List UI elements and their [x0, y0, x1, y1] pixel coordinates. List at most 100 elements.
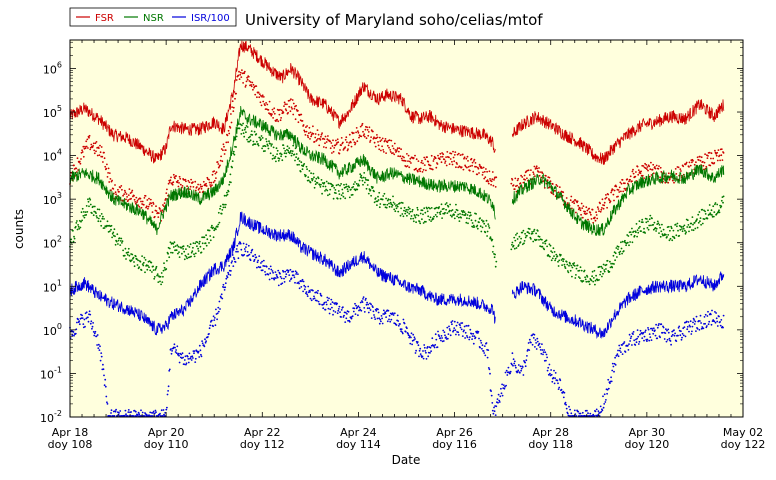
data-point	[473, 335, 476, 337]
data-point	[157, 415, 160, 417]
data-point	[629, 340, 631, 342]
data-point	[152, 410, 155, 413]
data-point	[573, 262, 576, 264]
data-point	[370, 194, 372, 197]
data-point	[586, 276, 589, 278]
data-point	[545, 353, 548, 356]
data-point	[313, 186, 316, 189]
data-point	[329, 140, 332, 143]
data-point	[688, 166, 690, 168]
data-point	[648, 333, 651, 335]
data-point	[230, 270, 232, 272]
data-point	[673, 329, 675, 331]
data-point	[360, 135, 363, 138]
data-point	[235, 79, 238, 81]
data-point	[517, 177, 520, 180]
data-point	[317, 177, 320, 180]
data-point	[309, 131, 312, 134]
data-point	[516, 232, 518, 235]
data-point	[456, 209, 459, 212]
data-point	[219, 205, 222, 208]
data-point	[225, 194, 228, 197]
data-point	[455, 203, 457, 206]
data-point	[704, 213, 707, 215]
data-point	[417, 160, 420, 163]
data-point	[490, 183, 492, 186]
data-point	[109, 178, 112, 180]
data-point	[580, 269, 583, 272]
data-point	[546, 179, 549, 182]
data-point	[379, 203, 382, 205]
data-point	[319, 186, 322, 188]
data-point	[399, 202, 401, 204]
data-point	[350, 317, 353, 320]
data-point	[292, 270, 295, 273]
data-point	[400, 157, 403, 160]
data-point	[286, 145, 289, 148]
data-point	[438, 158, 441, 161]
data-point	[308, 126, 311, 129]
data-point	[275, 273, 278, 276]
data-point	[346, 185, 348, 188]
data-point	[324, 185, 327, 188]
data-point	[149, 411, 152, 414]
data-point	[346, 141, 348, 144]
data-point	[482, 350, 485, 352]
data-point	[395, 324, 398, 326]
data-point	[646, 340, 648, 342]
data-point	[433, 345, 435, 347]
data-point	[478, 172, 480, 174]
data-point	[675, 234, 678, 237]
data-point	[243, 70, 246, 73]
data-point	[79, 226, 82, 229]
data-point	[297, 121, 300, 124]
data-point	[243, 253, 246, 256]
data-point	[136, 199, 139, 202]
data-point	[562, 258, 565, 261]
data-point	[101, 217, 104, 220]
data-point	[491, 402, 494, 404]
data-point	[307, 285, 310, 288]
data-point	[272, 271, 274, 274]
data-point	[258, 93, 261, 96]
data-point	[489, 372, 491, 375]
data-point	[239, 242, 242, 245]
data-point	[256, 96, 258, 99]
data-point	[712, 215, 715, 218]
data-point	[430, 350, 432, 353]
data-point	[594, 283, 596, 286]
data-point	[192, 242, 195, 245]
data-point	[367, 179, 370, 182]
data-point	[536, 230, 539, 232]
data-point	[228, 132, 231, 135]
data-point	[283, 147, 285, 150]
data-point	[722, 152, 725, 154]
data-point	[719, 159, 721, 162]
data-point	[644, 331, 646, 333]
data-point	[457, 334, 460, 336]
data-point	[372, 137, 375, 140]
data-point	[199, 245, 202, 248]
data-point	[99, 215, 101, 217]
data-point	[87, 316, 89, 319]
data-point	[509, 370, 512, 373]
data-point	[76, 321, 78, 324]
data-point	[450, 321, 453, 324]
data-point	[647, 327, 649, 329]
data-point	[577, 204, 580, 207]
data-point	[235, 248, 238, 250]
data-point	[631, 344, 633, 346]
data-point	[692, 159, 694, 162]
data-point	[643, 335, 646, 338]
data-point	[563, 263, 566, 266]
data-point	[92, 214, 95, 217]
data-point	[363, 172, 366, 174]
data-point	[212, 181, 215, 184]
data-point	[697, 159, 700, 161]
data-point	[354, 142, 357, 144]
data-point	[577, 410, 580, 413]
data-point	[399, 155, 402, 158]
data-point	[521, 231, 524, 234]
data-point	[551, 380, 554, 383]
data-point	[280, 153, 283, 156]
